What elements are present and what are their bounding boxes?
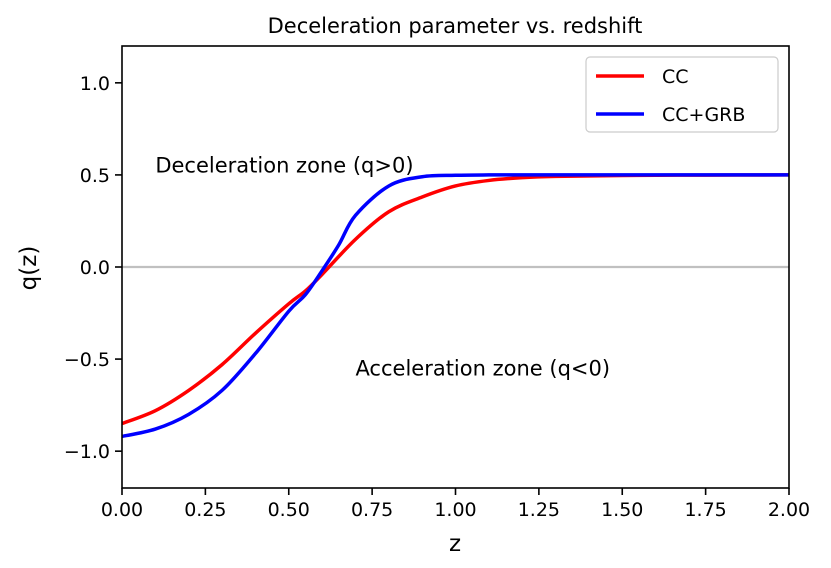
y-axis-label: q(z): [16, 246, 42, 291]
annotation-deceleration-zone: Deceleration zone (q>0): [155, 154, 413, 178]
annotation-acceleration-zone: Acceleration zone (q<0): [355, 356, 610, 380]
series-line-cc-grb: [122, 173, 789, 439]
x-tick-label: 0.25: [184, 499, 226, 521]
x-tick-label: 0.75: [351, 499, 393, 521]
chart-title: Deceleration parameter vs. redshift: [268, 14, 643, 38]
x-tick-label: 1.50: [601, 499, 643, 521]
x-tick-label: 1.00: [434, 499, 476, 521]
y-tick-label: 1.0: [80, 73, 110, 95]
y-tick-label: 0.5: [80, 165, 110, 187]
ticks-layer: 0.00 0.25 0.50 0.75 1.00 1.25 1.50 1.75 2.00 1.0 0…: [64, 73, 810, 521]
legend-label-cc: CC: [662, 66, 689, 88]
x-tick-label: 1.25: [518, 499, 560, 521]
x-tick-label: 0.50: [268, 499, 310, 521]
legend-label-cc-grb: CC+GRB: [662, 104, 745, 126]
x-tick-label: 2.00: [768, 499, 810, 521]
y-tick-label: −0.5: [64, 349, 110, 371]
x-tick-label: 1.75: [684, 499, 726, 521]
x-axis-label: z: [449, 531, 461, 557]
y-tick-label: −1.0: [64, 441, 110, 463]
series-layer: [122, 173, 789, 439]
legend: CC CC+GRB: [585, 56, 779, 133]
y-tick-label: 0.0: [80, 257, 110, 279]
x-tick-label: 0.00: [101, 499, 143, 521]
